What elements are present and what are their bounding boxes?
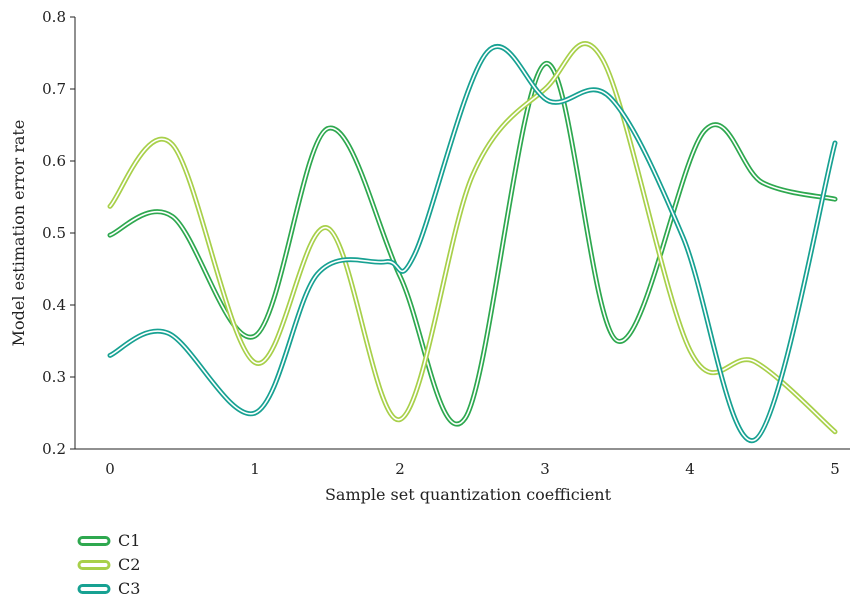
series-line-core: [109, 62, 836, 425]
x-tick-label: 4: [685, 460, 695, 478]
legend-item-c1: C1: [77, 531, 140, 550]
series-line-c3: [107, 44, 838, 444]
legend-swatch: [77, 584, 111, 594]
x-tick-label: 2: [395, 460, 405, 478]
legend: C1 C2 C3: [77, 531, 140, 598]
series-line-core: [109, 42, 836, 433]
series-c1: [107, 61, 838, 427]
legend-label: C2: [118, 555, 140, 574]
y-tick-label: 0.6: [42, 152, 66, 170]
legend-swatch: [77, 560, 111, 570]
x-tick-label: 1: [250, 460, 260, 478]
series-layer: [107, 41, 838, 444]
y-tick-label: 0.2: [42, 440, 66, 458]
series-line-core: [109, 45, 836, 442]
y-tick-label: 0.3: [42, 368, 66, 386]
legend-swatch: [77, 536, 111, 546]
y-tick-label: 0.8: [42, 8, 66, 26]
y-tick-label: 0.4: [42, 296, 66, 314]
series-line-c2: [107, 41, 838, 435]
legend-label: C1: [118, 531, 140, 550]
x-tick-label: 5: [830, 460, 840, 478]
y-axis-title: Model estimation error rate: [9, 120, 28, 347]
series-c3: [107, 44, 838, 444]
x-axis-title: Sample set quantization coefficient: [325, 485, 612, 504]
y-tick-label: 0.7: [42, 80, 66, 98]
legend-item-c2: C2: [77, 555, 140, 574]
x-tick-label: 3: [540, 460, 550, 478]
series-c2: [107, 41, 838, 435]
x-tick-label: 0: [105, 460, 115, 478]
legend-item-c3: C3: [77, 579, 140, 598]
y-tick-label: 0.5: [42, 224, 66, 242]
legend-label: C3: [118, 579, 140, 598]
axes: 0.2 0.3 0.4 0.5 0.6 0.7 0.8 0 1 2 3 4 5: [42, 8, 850, 478]
